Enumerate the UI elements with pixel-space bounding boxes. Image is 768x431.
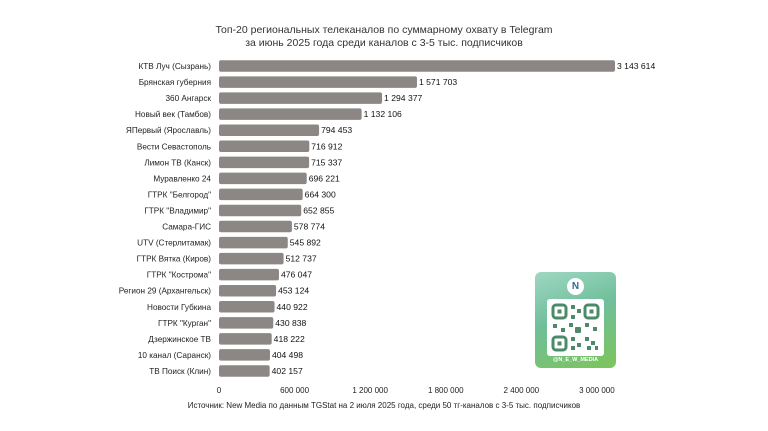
x-tick-label: 0 (217, 386, 222, 395)
value-label: 1 132 106 (364, 109, 402, 119)
bar (219, 252, 284, 265)
bar (219, 76, 417, 88)
value-label: 794 453 (321, 125, 352, 135)
qr-handle: @N_E_W_MEDIA (552, 357, 599, 363)
bar (219, 284, 277, 297)
bar (219, 156, 310, 169)
category-label: Регион 29 (Архангельск) (119, 287, 211, 296)
bar (219, 172, 307, 185)
value-label: 430 838 (275, 318, 306, 328)
bar (219, 188, 303, 201)
bar (219, 349, 270, 361)
category-label: 360 Ангарск (165, 94, 211, 103)
x-tick-label: 600 000 (280, 386, 309, 395)
value-label: 545 892 (290, 238, 321, 248)
value-label: 440 922 (277, 302, 308, 312)
x-tick-label: 2 400 000 (504, 386, 540, 395)
value-label: 3 143 614 (617, 61, 655, 71)
category-label: ГТРК Вятка (Киров) (137, 255, 212, 264)
bar (219, 124, 320, 136)
chart-title: Топ-20 региональных телеканалов по сумма… (0, 24, 768, 50)
bar (219, 220, 292, 233)
value-label: 715 337 (311, 157, 342, 167)
category-label: Самара-ГИС (162, 223, 211, 232)
bar (219, 236, 288, 249)
chart-subtitle-line: за июнь 2025 года среди каналов с 3-5 ты… (245, 37, 523, 49)
value-label: 696 221 (309, 173, 340, 183)
bar (219, 60, 615, 72)
bar (219, 204, 302, 217)
value-label: 652 855 (303, 205, 334, 215)
value-label: 476 047 (281, 270, 312, 280)
chart-title-line: Топ-20 региональных телеканалов по сумма… (215, 24, 553, 36)
category-label: ТВ Поиск (Клин) (149, 367, 211, 376)
value-label: 453 124 (278, 286, 309, 296)
bar (219, 301, 275, 313)
category-label: Дзержинское ТВ (148, 335, 211, 344)
category-label: Муравленко 24 (153, 174, 211, 183)
value-label: 418 222 (274, 334, 305, 344)
bar (219, 140, 310, 153)
category-label: UTV (Стерлитамак) (137, 239, 211, 248)
category-label: ГТРК "Курган" (158, 319, 211, 328)
category-label: Лимон ТВ (Канск) (144, 158, 211, 167)
bar (219, 92, 383, 104)
category-label: КТВ Луч (Сызрань) (138, 62, 211, 71)
bar (219, 268, 279, 281)
category-label: Новый век (Тамбов) (135, 110, 211, 119)
value-label: 404 498 (272, 350, 303, 360)
category-label: Вести Севастополь (137, 142, 211, 151)
category-label: Брянская губерния (139, 78, 211, 87)
category-label: 10 канал (Саранск) (138, 351, 211, 360)
value-label: 402 157 (272, 366, 303, 376)
value-label: 512 737 (286, 254, 317, 264)
bar (219, 333, 272, 345)
x-tick-label: 1 800 000 (428, 386, 464, 395)
x-tick-label: 3 000 000 (579, 386, 615, 395)
category-label: ЯПервый (Ярославль) (126, 126, 211, 135)
bar (219, 108, 362, 120)
x-tick-label: 1 200 000 (352, 386, 388, 395)
value-label: 1 294 377 (384, 93, 422, 103)
source-note: Источник: New Media по данным TGStat на … (187, 401, 581, 410)
value-label: 1 571 703 (419, 77, 457, 87)
category-label: ГТРК "Белгород" (148, 190, 211, 199)
bar (219, 365, 270, 377)
bar (219, 317, 274, 329)
category-label: ГТРК "Кострома" (147, 271, 211, 280)
value-label: 578 774 (294, 222, 325, 232)
value-label: 716 912 (311, 141, 342, 151)
category-label: Новости Губкина (147, 303, 211, 312)
value-label: 664 300 (305, 189, 336, 199)
category-label: ГТРК "Владимир" (144, 206, 211, 215)
new-media-logo: N (567, 278, 584, 295)
qr-code-icon (547, 299, 604, 356)
qr-card[interactable]: N (535, 272, 616, 368)
